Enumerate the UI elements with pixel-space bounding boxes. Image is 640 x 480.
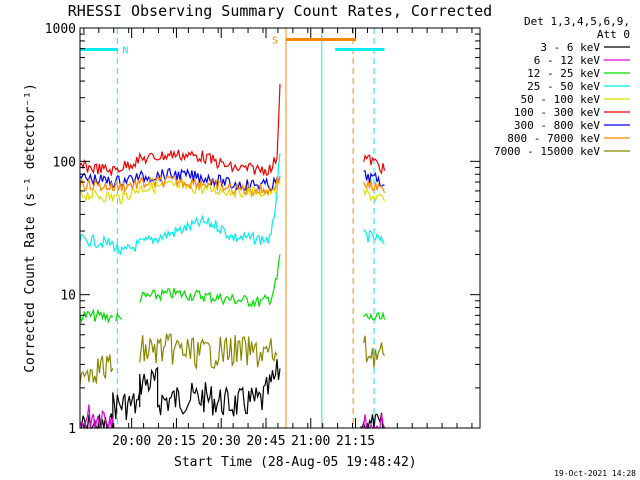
legend-header-line-1: Det 1,3,4,5,6,9, <box>524 15 630 28</box>
legend-entry-label: 300 - 800 keV <box>514 119 600 132</box>
series-3-6-kev <box>79 359 385 430</box>
y-tick-label: 100 <box>53 155 76 170</box>
series-line <box>363 154 386 175</box>
legend-entry-label: 12 - 25 keV <box>527 67 600 80</box>
footer-timestamp: 19-Oct-2021 14:28 <box>554 469 636 478</box>
series-line <box>115 312 123 322</box>
series-line <box>79 354 114 384</box>
series-line <box>79 359 281 430</box>
x-axis-ticks: 20:00 20:15 20:30 20:45 21:00 21:15 <box>83 28 473 449</box>
series-line <box>363 180 386 194</box>
legend-entry-label: 7000 - 15000 keV <box>494 145 600 158</box>
y-axis-label: Corrected Count Rate (s⁻¹ detector⁻¹) <box>23 83 38 373</box>
series-line <box>363 335 385 368</box>
y-tick-label: 1 <box>68 422 76 437</box>
series-line <box>363 187 386 203</box>
series-line <box>79 83 281 176</box>
x-tick-label: 21:15 <box>336 434 375 449</box>
series-line <box>139 333 278 371</box>
legend-entry-label: 25 - 50 keV <box>527 80 600 93</box>
legend-entry-label: 6 - 12 keV <box>534 54 601 67</box>
series-800-7000-kev <box>79 174 386 197</box>
series-12-25-kev <box>79 254 386 324</box>
series-100-300-kev <box>79 83 386 176</box>
series-line <box>139 254 281 308</box>
x-axis-label: Start Time (28-Aug-05 19:48:42) <box>174 455 417 470</box>
y-tick-label: 1000 <box>45 22 76 37</box>
series-7000-15000-kev <box>79 333 385 384</box>
series-25-50-kev <box>79 153 385 256</box>
x-tick-label: 20:30 <box>202 434 241 449</box>
vertical-event-lines <box>116 28 375 428</box>
legend-header-line-2: Att 0 <box>597 28 630 41</box>
x-tick-label: 20:00 <box>112 434 151 449</box>
legend-entry-label: 100 - 300 keV <box>514 106 600 119</box>
flag-label: N <box>122 45 128 56</box>
series-line <box>79 153 281 256</box>
legend-entry-label: 800 - 7000 keV <box>507 132 600 145</box>
legend-entry-label: 3 - 6 keV <box>540 41 600 54</box>
series-layer <box>79 83 386 430</box>
y-axis-ticks: 1 10 100 1000 <box>45 22 480 437</box>
series-line <box>79 167 281 192</box>
flag-bars: NS <box>80 35 385 56</box>
x-tick-label: 20:15 <box>157 434 196 449</box>
chart-title: RHESSI Observing Summary Count Rates, Co… <box>68 2 492 20</box>
series-line <box>79 174 281 197</box>
plot-frame <box>79 27 481 429</box>
series-line <box>363 228 385 245</box>
legend-entry-label: 50 - 100 keV <box>521 93 601 106</box>
series-line <box>79 308 114 324</box>
series-line <box>363 311 386 321</box>
flag-label: S <box>272 35 278 46</box>
x-tick-label: 20:45 <box>246 434 285 449</box>
y-tick-label: 10 <box>60 289 76 304</box>
series-line <box>79 404 114 430</box>
x-tick-label: 21:00 <box>291 434 330 449</box>
